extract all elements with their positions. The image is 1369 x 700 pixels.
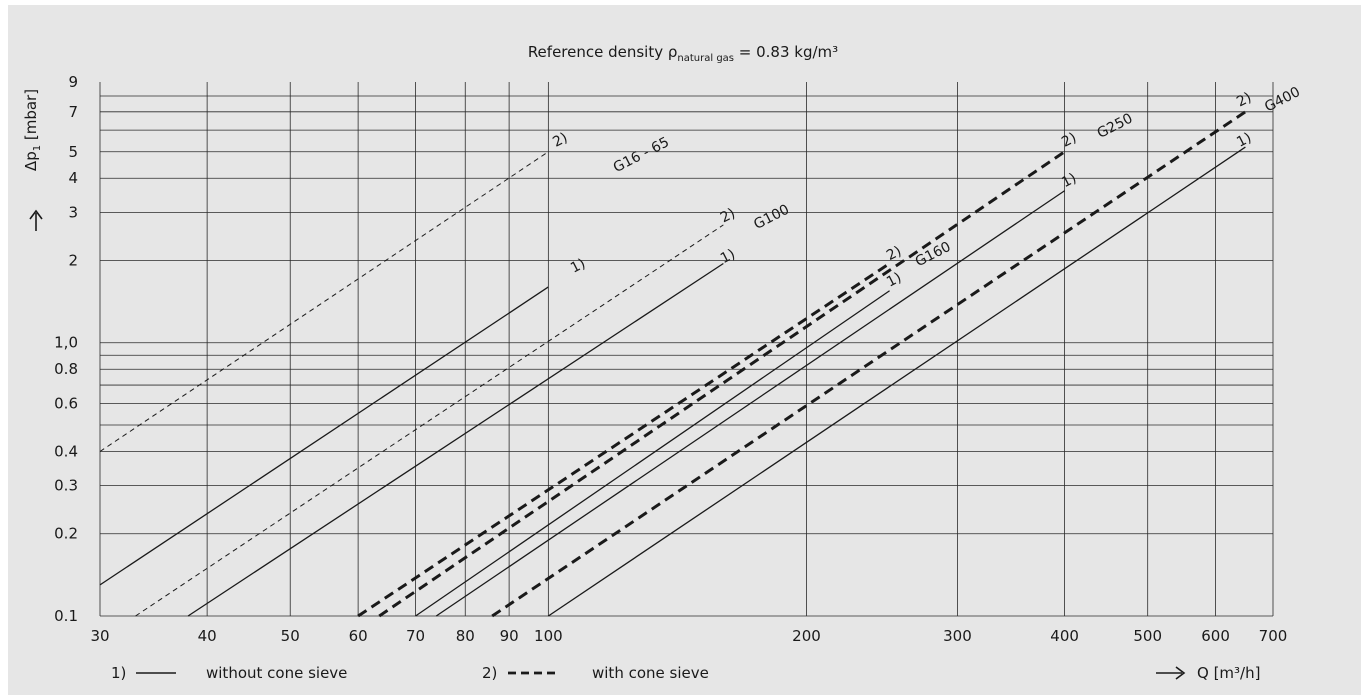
y-axis-arrow	[30, 211, 42, 231]
y-axis-label: Δp1 [mbar]	[22, 89, 43, 171]
annotation-label: 2)	[1234, 90, 1254, 111]
annotation-label: 2)	[1059, 130, 1079, 151]
legend-label-2: with cone sieve	[592, 664, 709, 682]
chart-title: Reference density ρnatural gas = 0.83 kg…	[528, 43, 838, 64]
x-tick-label: 80	[456, 627, 475, 645]
x-tick-label: 300	[943, 627, 972, 645]
y-tick-label: 5	[68, 143, 78, 161]
y-tick-label: 2	[68, 251, 78, 269]
annotation-label: 1)	[1234, 130, 1254, 151]
title-subscript: natural gas	[677, 53, 734, 64]
x-axis-label: Q [m³/h]	[1197, 664, 1260, 682]
y-tick-label: 1,0	[54, 334, 78, 352]
y-tick-label: 0.6	[54, 394, 78, 412]
legend-marker-1: 1)	[111, 664, 126, 682]
y-tick-label: 0.3	[54, 477, 78, 495]
y-tick-label: 9	[68, 73, 78, 91]
annotation-label: 1)	[718, 246, 738, 267]
annotation-label: G160	[913, 239, 954, 270]
legend: 1) without cone sieve 2) with cone sieve	[111, 664, 709, 682]
series-line-g400	[548, 147, 1245, 616]
x-tick-label: 90	[500, 627, 519, 645]
chart-frame: Reference density ρnatural gas = 0.83 kg…	[8, 5, 1361, 695]
tick-labels: 30 40 50 60 70 80 90 100 200 300 400 500 600 700 0.1 0.…	[54, 73, 1287, 645]
title-tail: = 0.83 kg/m³	[734, 43, 838, 61]
y-tick-label: 0.2	[54, 525, 78, 543]
x-tick-label: 70	[406, 627, 425, 645]
x-tick-label: 100	[534, 627, 563, 645]
y-tick-label: 0.8	[54, 360, 78, 378]
x-tick-label: 30	[90, 627, 109, 645]
annotations: 2)1)G16 - 652)1)G1002)1)G1602)1)G2502)1)…	[550, 84, 1303, 290]
x-tick-label: 700	[1259, 627, 1288, 645]
annotation-label: 2)	[550, 130, 570, 151]
y-tick-label: 3	[68, 203, 78, 221]
annotation-label: G400	[1262, 84, 1303, 115]
x-tick-label: 500	[1133, 627, 1162, 645]
y-tick-label: 7	[68, 103, 78, 121]
title-lead: Reference density ρ	[528, 43, 678, 61]
y-tick-label: 0.4	[54, 442, 78, 460]
pressure-loss-chart: Reference density ρnatural gas = 0.83 kg…	[8, 5, 1361, 695]
grid	[100, 82, 1273, 616]
x-tick-label: 400	[1050, 627, 1079, 645]
annotation-label: G16 - 65	[611, 134, 672, 176]
series-line-g100	[188, 263, 723, 616]
series-line-g1665	[100, 152, 548, 452]
series-line-g1665	[100, 287, 548, 585]
x-tick-label: 60	[349, 627, 368, 645]
annotation-label: 2)	[718, 205, 738, 226]
annotation-label: 1)	[1059, 170, 1079, 191]
x-axis-label-group: Q [m³/h]	[1156, 664, 1260, 682]
x-tick-label: 40	[198, 627, 217, 645]
series-line-g160	[416, 291, 890, 616]
annotation-label: G250	[1095, 111, 1136, 142]
y-tick-label: 0.1	[54, 607, 78, 625]
annotation-label: 1)	[568, 256, 588, 277]
series-line-g400	[492, 112, 1245, 616]
legend-label-1: without cone sieve	[206, 664, 347, 682]
x-tick-label: 600	[1201, 627, 1230, 645]
y-tick-label: 4	[68, 169, 78, 187]
x-tick-label: 200	[792, 627, 821, 645]
legend-marker-2: 2)	[482, 664, 497, 682]
x-tick-label: 50	[281, 627, 300, 645]
series-lines	[100, 112, 1245, 616]
annotation-label: G100	[751, 202, 792, 233]
